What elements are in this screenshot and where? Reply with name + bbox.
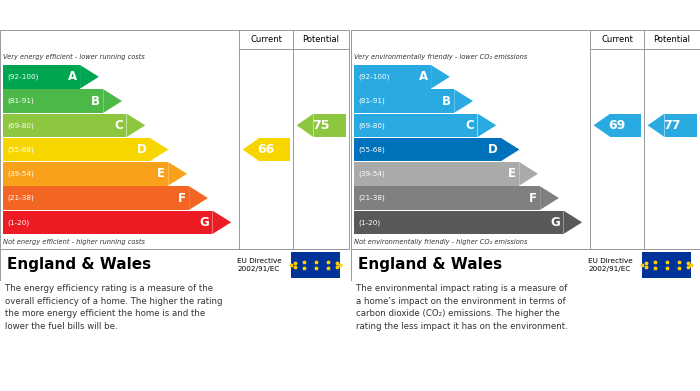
Text: England & Wales: England & Wales	[358, 258, 502, 273]
Text: A: A	[419, 70, 428, 83]
Text: (55-68): (55-68)	[8, 146, 34, 153]
Text: G: G	[199, 216, 209, 229]
Bar	[664, 113, 696, 137]
Text: (39-54): (39-54)	[8, 170, 34, 177]
Text: 66: 66	[258, 143, 274, 156]
Polygon shape	[540, 186, 559, 210]
Text: The energy efficiency rating is a measure of the
overall efficiency of a home. T: The energy efficiency rating is a measur…	[5, 284, 223, 331]
Text: The environmental impact rating is a measure of
a home's impact on the environme: The environmental impact rating is a mea…	[356, 284, 568, 331]
Text: (81-91): (81-91)	[8, 98, 34, 104]
Text: (21-38): (21-38)	[8, 195, 34, 201]
Bar	[314, 113, 346, 137]
Bar	[291, 252, 340, 278]
Text: E: E	[508, 167, 516, 180]
Polygon shape	[564, 210, 582, 234]
Bar	[354, 210, 564, 234]
Text: (55-68): (55-68)	[358, 146, 386, 153]
Text: (1-20): (1-20)	[8, 219, 30, 226]
Text: D: D	[136, 143, 146, 156]
Text: F: F	[178, 192, 186, 204]
Text: D: D	[487, 143, 497, 156]
Text: B: B	[91, 95, 100, 108]
Text: (1-20): (1-20)	[358, 219, 381, 226]
Text: (92-100): (92-100)	[8, 74, 39, 80]
Text: EU Directive
2002/91/EC: EU Directive 2002/91/EC	[588, 258, 633, 272]
Text: (69-80): (69-80)	[358, 122, 386, 129]
Bar	[354, 186, 540, 210]
Text: Energy Efficiency Rating: Energy Efficiency Rating	[8, 9, 172, 22]
Bar	[4, 186, 189, 210]
Text: Environmental Impact (CO₂) Rating: Environmental Impact (CO₂) Rating	[360, 9, 592, 22]
Text: England & Wales: England & Wales	[7, 258, 151, 273]
Polygon shape	[127, 113, 146, 137]
Text: C: C	[114, 119, 123, 132]
Text: Current: Current	[250, 35, 282, 44]
Text: Very environmentally friendly - lower CO₂ emissions: Very environmentally friendly - lower CO…	[354, 54, 528, 60]
Polygon shape	[477, 113, 496, 137]
Polygon shape	[454, 89, 473, 113]
Text: EU Directive
2002/91/EC: EU Directive 2002/91/EC	[237, 258, 282, 272]
Bar	[354, 162, 519, 186]
Text: Not environmentally friendly - higher CO₂ emissions: Not environmentally friendly - higher CO…	[354, 239, 528, 245]
Text: (92-100): (92-100)	[358, 74, 390, 80]
Polygon shape	[243, 138, 260, 161]
Polygon shape	[431, 65, 450, 89]
Text: A: A	[67, 70, 76, 83]
Polygon shape	[648, 113, 664, 137]
Bar	[4, 89, 104, 113]
Text: (69-80): (69-80)	[8, 122, 34, 129]
Bar	[4, 162, 168, 186]
Bar	[643, 252, 692, 278]
Text: 69: 69	[608, 119, 626, 132]
Bar	[610, 113, 640, 137]
Bar	[4, 210, 212, 234]
Polygon shape	[212, 210, 231, 234]
Polygon shape	[519, 162, 538, 186]
Text: Potential: Potential	[654, 35, 691, 44]
Bar	[4, 65, 80, 89]
Text: 77: 77	[664, 119, 681, 132]
Polygon shape	[150, 138, 169, 161]
Polygon shape	[80, 65, 99, 89]
Polygon shape	[297, 113, 314, 137]
Bar	[354, 89, 454, 113]
Text: Not energy efficient - higher running costs: Not energy efficient - higher running co…	[4, 239, 146, 245]
Bar	[354, 138, 500, 161]
Bar	[4, 113, 127, 137]
Bar	[354, 113, 477, 137]
Text: 75: 75	[312, 119, 330, 132]
Bar	[260, 138, 290, 161]
Polygon shape	[189, 186, 208, 210]
Polygon shape	[168, 162, 187, 186]
Text: Potential: Potential	[302, 35, 340, 44]
Text: B: B	[442, 95, 451, 108]
Text: C: C	[466, 119, 474, 132]
Text: (81-91): (81-91)	[358, 98, 386, 104]
Polygon shape	[594, 113, 610, 137]
Text: E: E	[157, 167, 164, 180]
Bar	[354, 65, 431, 89]
Text: Very energy efficient - lower running costs: Very energy efficient - lower running co…	[4, 54, 146, 60]
Polygon shape	[500, 138, 519, 161]
Text: (21-38): (21-38)	[358, 195, 386, 201]
Text: F: F	[528, 192, 537, 204]
Polygon shape	[104, 89, 122, 113]
Text: G: G	[550, 216, 560, 229]
Bar	[4, 138, 150, 161]
Text: (39-54): (39-54)	[358, 170, 386, 177]
Text: Current: Current	[601, 35, 633, 44]
